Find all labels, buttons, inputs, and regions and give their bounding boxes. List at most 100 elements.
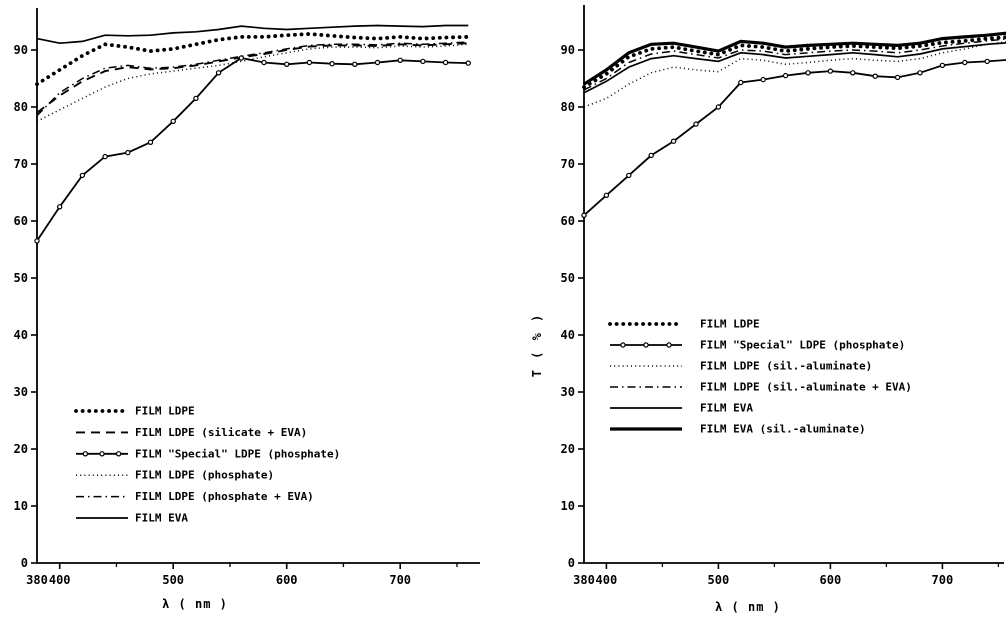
series-marker: [984, 58, 990, 65]
series-marker: [193, 95, 199, 102]
y-tick-label: 40: [561, 328, 575, 342]
series-marker: [238, 55, 244, 61]
series-film-eva: [36, 24, 469, 45]
legend-label: FILM LDPE (phosphate): [135, 469, 274, 482]
series-marker: [57, 204, 63, 210]
legend-sample-marker: [643, 342, 649, 348]
series-marker: [374, 59, 381, 66]
legend-item-film-ldpe: FILM LDPE: [74, 405, 195, 418]
series-marker: [581, 212, 587, 218]
series-marker: [420, 58, 426, 65]
legend-label: FILM EVA: [135, 512, 188, 525]
legend-label: FILM LDPE (sil.-aluminate + EVA): [700, 381, 912, 394]
legend-sample-marker: [666, 342, 672, 348]
legend-label: FILM EVA: [700, 402, 753, 415]
legend-sample-marker: [99, 451, 105, 457]
series-marker: [329, 61, 335, 67]
series-marker: [261, 59, 267, 66]
legend-right: FILM LDPE FILM "Special" LDPE (phosphate)…: [608, 318, 912, 436]
y-tick-label: 60: [14, 214, 28, 228]
legend-item-film-ldpe-phosphate: FILM LDPE (phosphate): [76, 469, 274, 482]
legend-label: FILM LDPE (sil.-aluminate): [700, 360, 872, 373]
series-line: [36, 24, 469, 45]
series-marker: [284, 61, 290, 68]
series-marker: [306, 59, 313, 66]
y-tick-label: 70: [14, 157, 28, 171]
series-film-ldpe-phosphate-eva: [36, 41, 469, 117]
x-tick-label: 400: [49, 573, 71, 587]
legend-left: FILM LDPE FILM LDPE (silicate + EVA) FILM …: [74, 405, 340, 525]
series-marker: [397, 57, 403, 64]
series-marker: [962, 59, 968, 66]
y-tick-label: 0: [568, 556, 575, 570]
x-tick-label: 400: [596, 573, 618, 587]
series-film-special-ldpe-phosphate: [581, 58, 1006, 218]
x-axis-label: λ ( nm ): [162, 597, 228, 611]
legend-item-film-eva: FILM EVA: [76, 512, 188, 525]
x-tick-label: 500: [708, 573, 730, 587]
series-marker: [102, 153, 108, 160]
legend-item-film-ldpe-sil-aluminate-eva: FILM LDPE (sil.-aluminate + EVA): [610, 381, 912, 394]
series-marker: [603, 192, 610, 198]
legend-label: FILM "Special" LDPE (phosphate): [700, 339, 905, 352]
legend-sample-marker: [115, 451, 122, 457]
y-tick-label: 20: [561, 442, 575, 456]
series-marker: [626, 172, 632, 179]
x-tick-label: 600: [276, 573, 298, 587]
y-tick-label: 60: [561, 214, 575, 228]
legend-label: FILM LDPE: [135, 405, 195, 418]
x-tick-label: 380: [26, 573, 48, 587]
series-marker: [894, 74, 901, 81]
y-tick-label: 10: [561, 499, 575, 513]
legend-item-film-eva: FILM EVA: [610, 402, 753, 415]
series-marker: [170, 118, 176, 125]
y-tick-label: 0: [21, 556, 28, 570]
series-marker: [939, 62, 946, 69]
series-film-ldpe: [582, 35, 1006, 89]
y-tick-label: 50: [561, 271, 575, 285]
series-line: [36, 57, 469, 242]
series-marker: [805, 70, 811, 76]
legend-label: FILM LDPE: [700, 318, 760, 331]
series-line: [583, 42, 1006, 94]
series-marker: [34, 238, 40, 244]
series-film-ldpe-silicate-eva: [36, 42, 469, 114]
legend-label: FILM EVA (sil.-aluminate): [700, 423, 866, 436]
y-tick-label: 80: [561, 100, 575, 114]
series-marker: [782, 72, 789, 79]
series-marker: [670, 138, 677, 144]
legend-item-film-ldpe: FILM LDPE: [608, 318, 760, 331]
y-tick-label: 80: [14, 100, 28, 114]
legend-item-film-ldpe-phosphate-eva: FILM LDPE (phosphate + EVA): [76, 490, 314, 503]
series-marker: [827, 68, 834, 74]
chart-left: 0 10 20 30 40 50 60 70 80 90 380 400 500 600 700 λ ( nm…: [14, 8, 480, 611]
axis-lines: [583, 5, 1004, 564]
series-marker: [760, 76, 766, 83]
legend-label: FILM "Special" LDPE (phosphate): [135, 447, 340, 460]
x-tick-label: 500: [162, 573, 184, 587]
y-tick-label: 50: [14, 271, 28, 285]
legend-label: FILM LDPE (phosphate + EVA): [135, 490, 314, 503]
series-marker: [125, 149, 131, 156]
y-tick-label: 30: [561, 385, 575, 399]
series-marker: [715, 104, 722, 110]
legend-item-film-special-ldpe-phosphate: FILM "Special" LDPE (phosphate): [610, 339, 905, 352]
legend-item-film-ldpe-silicate-eva: FILM LDPE (silicate + EVA): [76, 426, 307, 439]
series-marker: [872, 73, 878, 79]
series-marker: [79, 172, 86, 179]
y-tick-label: 30: [14, 385, 28, 399]
series-marker: [215, 70, 222, 76]
series-film-eva-sil-aluminate: [583, 31, 1006, 86]
series-line: [583, 59, 1006, 216]
x-tick-label: 600: [820, 573, 842, 587]
x-tick-label: 380: [573, 573, 595, 587]
series-marker: [465, 60, 471, 66]
legend-label: FILM LDPE (silicate + EVA): [135, 426, 307, 439]
y-tick-label: 40: [14, 328, 28, 342]
chart-right: 0 10 20 30 40 50 60 70 80 90 380 400 500 600 700 λ ( nm…: [530, 5, 1006, 614]
series-line: [582, 35, 1006, 89]
series-marker: [352, 61, 358, 68]
series-film-ldpe-phosphate: [36, 43, 469, 122]
